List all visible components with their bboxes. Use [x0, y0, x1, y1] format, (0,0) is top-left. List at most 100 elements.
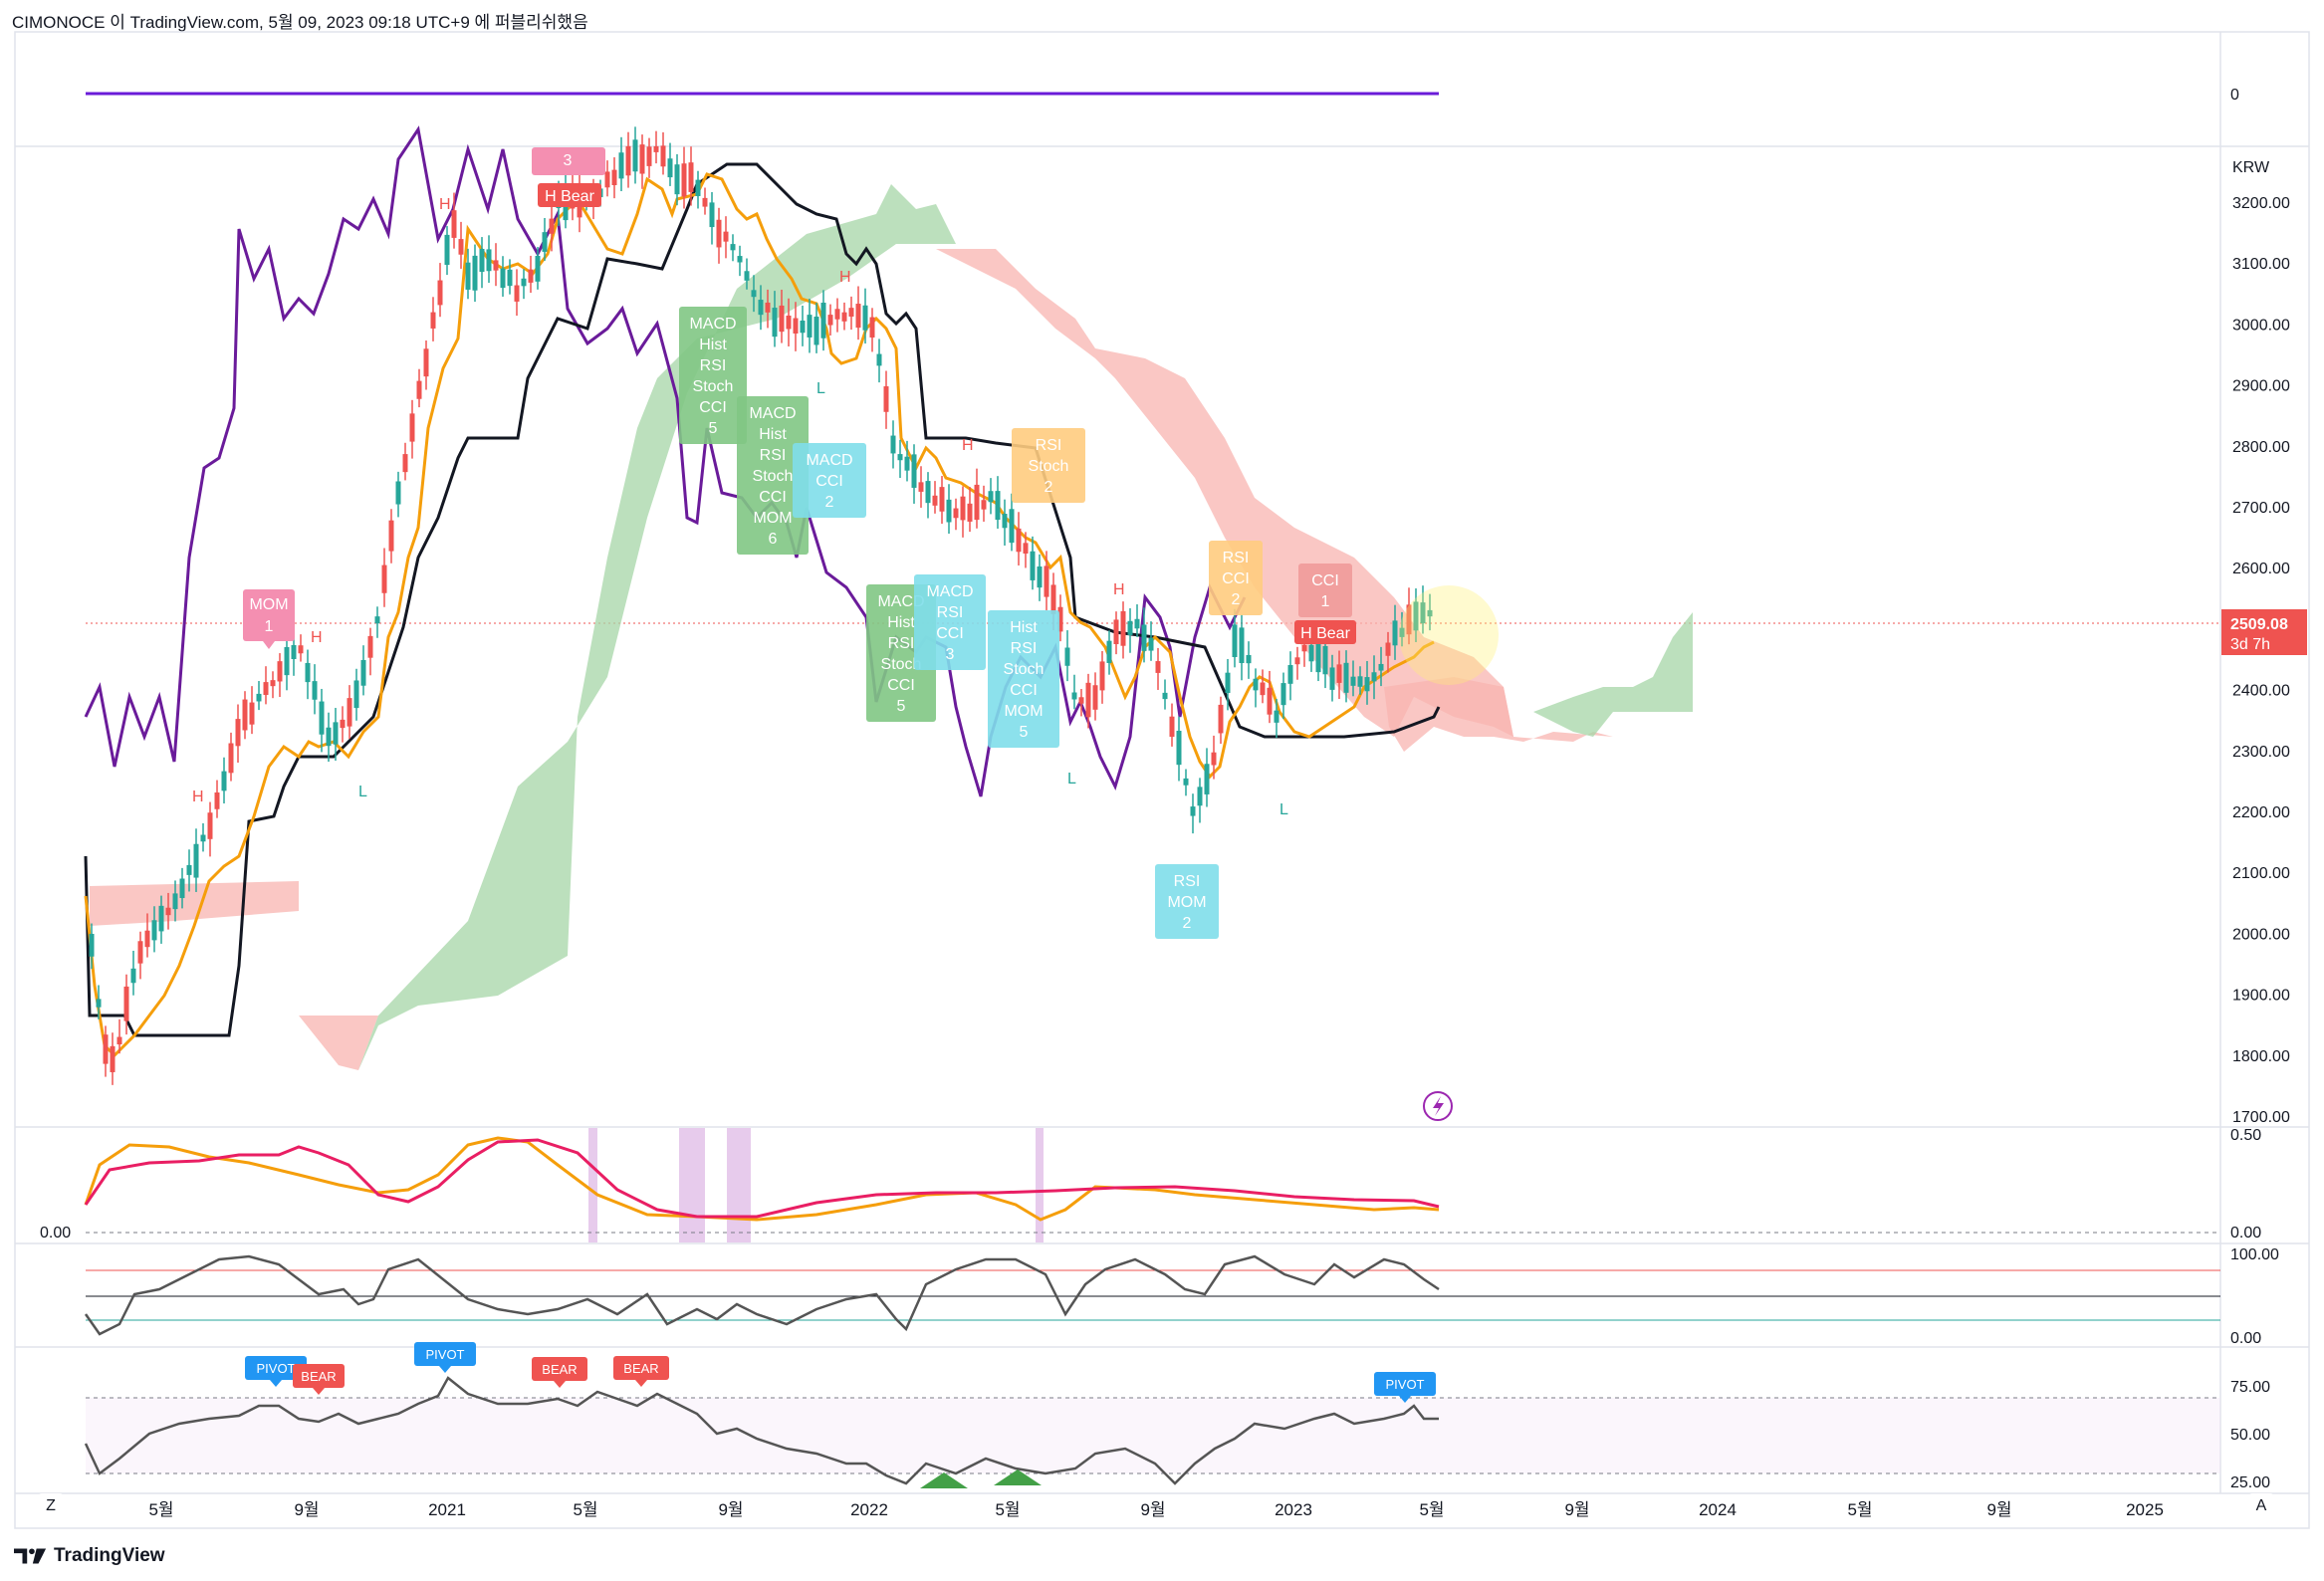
- candle-body: [472, 255, 478, 291]
- candle-body: [800, 321, 806, 334]
- time-tick-label: 2022: [850, 1500, 888, 1519]
- time-tick-label: 9월: [1564, 1500, 1589, 1519]
- svg-text:MACD: MACD: [749, 405, 796, 422]
- lightning-icon[interactable]: [1423, 1091, 1453, 1121]
- svg-text:L: L: [1279, 801, 1288, 818]
- candle-body: [1190, 806, 1196, 816]
- svg-text:BEAR: BEAR: [623, 1361, 658, 1376]
- svg-text:RSI: RSI: [937, 604, 964, 621]
- bear-badge: BEAR: [613, 1356, 669, 1387]
- svg-text:1: 1: [265, 618, 274, 635]
- candle-body: [953, 508, 959, 519]
- candle-body: [897, 454, 903, 461]
- candle-body: [723, 231, 729, 242]
- svg-text:PIVOT: PIVOT: [1385, 1377, 1424, 1392]
- candle-body: [611, 169, 617, 185]
- svg-text:CCI: CCI: [936, 625, 964, 642]
- auto-scale-button[interactable]: A: [2248, 1493, 2274, 1519]
- time-tick-label: 9월: [1986, 1500, 2011, 1519]
- svg-text:H: H: [439, 196, 451, 213]
- candle-body: [841, 312, 847, 322]
- candle-body: [1343, 662, 1349, 693]
- candle-body: [772, 308, 778, 338]
- candle-body: [458, 239, 464, 255]
- candle-body: [1204, 764, 1210, 794]
- candle-body: [1037, 566, 1043, 588]
- candle-body: [430, 312, 436, 329]
- svg-text:0.00: 0.00: [2230, 1225, 2261, 1242]
- svg-text:H: H: [311, 629, 323, 646]
- candle-body: [221, 771, 227, 791]
- svg-text:Stoch: Stoch: [881, 656, 922, 673]
- candle-body: [186, 864, 192, 875]
- candle-body: [130, 968, 136, 984]
- svg-text:Hist: Hist: [759, 426, 787, 443]
- svg-text:2: 2: [1045, 479, 1053, 496]
- zoom-button[interactable]: Z: [38, 1493, 64, 1519]
- candle-body: [451, 210, 457, 238]
- candle-body: [465, 262, 471, 290]
- candle-body: [1260, 682, 1266, 696]
- candle-body: [716, 219, 722, 248]
- candle-body: [1071, 692, 1077, 700]
- candle-body: [1085, 682, 1091, 718]
- time-tick-label: 2023: [1275, 1500, 1312, 1519]
- candle-body: [110, 1045, 116, 1072]
- candle-body: [674, 164, 680, 195]
- top-pane-tick: 0: [2230, 87, 2239, 104]
- svg-text:5: 5: [1020, 724, 1029, 741]
- candle-body: [116, 1036, 122, 1045]
- divergence-label-8: RSI CCI 2: [1209, 541, 1263, 615]
- candle-body: [388, 520, 394, 552]
- candle-body: [270, 680, 276, 687]
- svg-text:0.50: 0.50: [2230, 1127, 2261, 1144]
- divergence-label-2: MACD Hist RSI Stoch CCI MOM 6: [737, 396, 809, 555]
- candle-body: [681, 163, 687, 197]
- ichimoku-cloud-green-forward: [1533, 612, 1693, 737]
- candle-body: [1211, 752, 1217, 766]
- candle-body: [1016, 528, 1022, 553]
- price-tick-label: 1900.00: [2232, 988, 2290, 1005]
- time-tick-label: 9월: [294, 1500, 319, 1519]
- candle-body: [632, 139, 638, 172]
- svg-text:5: 5: [897, 698, 906, 715]
- svg-text:H: H: [192, 789, 204, 805]
- candle-body: [981, 500, 987, 510]
- svg-text:BEAR: BEAR: [542, 1362, 577, 1377]
- candle-body: [137, 941, 143, 964]
- candle-body: [1301, 644, 1307, 652]
- candle-body: [1315, 643, 1321, 673]
- svg-text:75.00: 75.00: [2230, 1379, 2270, 1396]
- candle-body: [995, 491, 1001, 521]
- price-tick-label: 2100.00: [2232, 865, 2290, 882]
- svg-text:PIVOT: PIVOT: [425, 1347, 464, 1362]
- candle-body: [695, 179, 701, 196]
- price-tick-label: 2700.00: [2232, 500, 2290, 517]
- svg-text:BEAR: BEAR: [301, 1369, 336, 1384]
- h-bear-label-1: H Bear: [538, 183, 601, 207]
- price-tick-label: 2200.00: [2232, 804, 2290, 821]
- pane-atr: 0.00 0.50 0.00: [40, 1127, 2261, 1242]
- svg-text:2: 2: [825, 494, 834, 511]
- time-tick-label: 5월: [1847, 1500, 1872, 1519]
- candle-body: [479, 248, 485, 272]
- svg-text:100.00: 100.00: [2230, 1246, 2279, 1263]
- hl-markers: H H L H H L H L H L: [192, 196, 1288, 818]
- candle-body: [988, 491, 994, 503]
- ichimoku-cloud-red-2020: [299, 1016, 378, 1070]
- bar-countdown: 3d 7h: [2230, 636, 2270, 653]
- svg-text:0.00: 0.00: [2230, 1330, 2261, 1347]
- candle-body: [1364, 677, 1370, 692]
- time-axis[interactable]: 5월 9월 2021 5월 9월 2022 5월 9월 2023 5월 9월 2024 5월 9월 2025: [148, 1500, 2163, 1519]
- candle-body: [1308, 644, 1314, 662]
- svg-text:50.00: 50.00: [2230, 1427, 2270, 1444]
- candle-body: [765, 302, 771, 313]
- candle-body: [1253, 678, 1259, 691]
- candle-body: [312, 681, 318, 700]
- divergence-label-7: RSI Stoch 2: [1012, 428, 1085, 503]
- time-tick-label: 9월: [1140, 1500, 1165, 1519]
- candle-body: [507, 269, 513, 287]
- time-tick-label: 2025: [2126, 1500, 2164, 1519]
- candle-body: [1099, 661, 1105, 691]
